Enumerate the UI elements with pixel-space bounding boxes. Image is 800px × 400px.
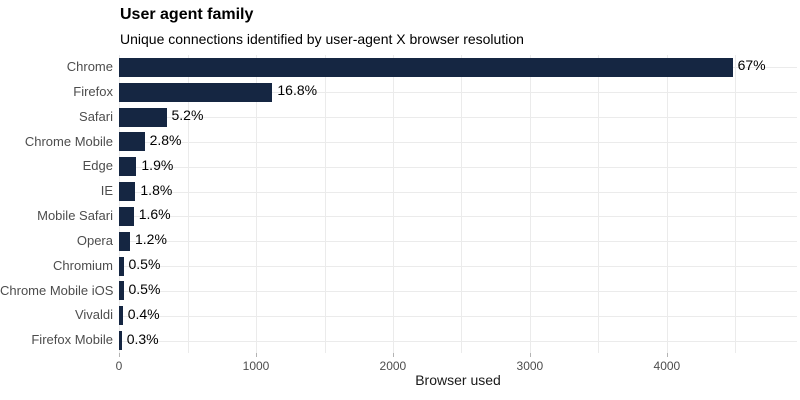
bar-value-label: 67%	[737, 57, 766, 74]
bar-value-label: 1.8%	[140, 181, 173, 198]
plot-area: 67% 16.8% 5.2% 2.8% 1.9% 1.8% 1.6% 1.2% 0.5% 0.5%…	[119, 55, 797, 353]
bar-value-label: 0.3%	[126, 330, 159, 347]
x-tick-label: 0	[115, 359, 123, 373]
horizontal-gridline	[119, 340, 797, 342]
vertical-gridline	[256, 55, 257, 353]
bar	[119, 107, 167, 127]
bar-value-label: 0.5%	[128, 256, 161, 273]
horizontal-gridline	[119, 315, 797, 317]
x-tick-mark	[256, 353, 257, 357]
horizontal-gridline	[119, 141, 797, 143]
y-axis-label: Safari	[79, 108, 113, 124]
bar	[119, 256, 124, 276]
bar-value-label: 1.2%	[135, 231, 167, 248]
y-axis-label: Edge	[82, 158, 113, 174]
vertical-gridline	[529, 55, 531, 353]
bar	[119, 306, 123, 326]
bar-value-label: 1.6%	[138, 206, 171, 223]
bar	[119, 206, 134, 226]
bar	[119, 82, 273, 102]
x-tick-label: 4000	[653, 359, 681, 373]
horizontal-gridline	[119, 117, 797, 119]
x-tick-mark	[119, 353, 120, 357]
vertical-gridline	[119, 55, 120, 353]
bar-value-label: 0.4%	[127, 305, 160, 322]
vertical-gridline	[598, 55, 600, 353]
horizontal-gridline	[119, 166, 797, 168]
y-axis-labels: Chrome Firefox Safari Chrome Mobile Edge IE Mo…	[0, 55, 113, 353]
vertical-gridline	[666, 55, 668, 353]
vertical-gridline	[735, 55, 737, 353]
y-axis-label: Firefox Mobile	[31, 332, 113, 348]
horizontal-gridline	[119, 241, 797, 243]
x-axis: 0 1000 2000 3000 4000	[115, 353, 797, 400]
bar	[119, 57, 733, 77]
x-tick-label: 2000	[379, 359, 407, 373]
vertical-gridline	[461, 55, 463, 353]
horizontal-gridline	[119, 290, 797, 292]
bar-value-label: 16.8%	[277, 82, 318, 99]
horizontal-gridline	[119, 216, 797, 218]
horizontal-gridline	[119, 191, 797, 193]
vertical-gridline	[392, 55, 394, 353]
bar	[119, 157, 137, 177]
bar	[119, 331, 122, 351]
bar	[119, 231, 130, 251]
chart-title: User agent family	[120, 6, 254, 23]
bar	[119, 132, 145, 152]
y-axis-label: Chrome Mobile	[24, 133, 113, 149]
bar-value-label: 0.5%	[128, 280, 161, 297]
y-axis-label: Vivaldi	[74, 307, 113, 323]
y-axis-label: Mobile Safari	[37, 208, 113, 223]
chart-subtitle: Unique connections identified by user-ag…	[120, 31, 524, 47]
y-axis-label: IE	[100, 183, 113, 199]
y-axis-label: Chrome	[66, 59, 113, 74]
bar-value-label: 2.8%	[149, 131, 182, 148]
y-axis-label: Opera	[76, 232, 113, 248]
y-axis-label: Chromium	[53, 257, 113, 273]
bar-value-label: 5.2%	[171, 107, 204, 124]
vertical-gridline	[324, 55, 326, 353]
y-axis-label: Chrome Mobile iOS	[0, 282, 114, 298]
x-tick-label: 1000	[242, 359, 270, 373]
x-axis-title: Browser used	[415, 372, 501, 388]
vertical-gridline	[187, 55, 189, 353]
x-tick-mark	[529, 353, 531, 357]
bar	[119, 182, 136, 202]
bar-value-label: 1.9%	[141, 156, 174, 173]
horizontal-gridline	[119, 266, 797, 268]
x-tick-mark	[666, 353, 668, 357]
bar	[119, 281, 124, 301]
y-axis-label: Firefox	[73, 83, 113, 99]
horizontal-gridline	[119, 92, 797, 94]
x-tick-mark	[392, 353, 394, 357]
x-tick-label: 3000	[516, 359, 544, 373]
